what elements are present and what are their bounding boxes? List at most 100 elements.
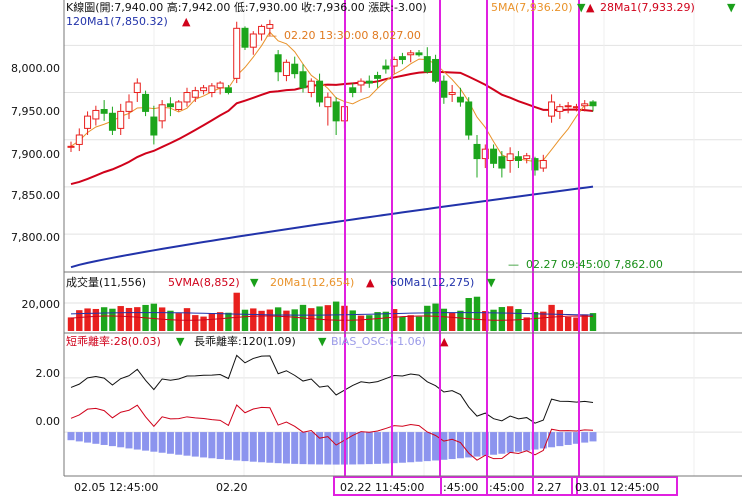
x-selection-label[interactable]: :45:00 <box>489 481 525 494</box>
candle <box>423 47 431 74</box>
bias-osc-bar <box>224 432 232 460</box>
volume-bar <box>589 313 597 331</box>
bias-osc-bar <box>67 432 75 441</box>
candlesticks <box>67 19 597 178</box>
bias-osc-bar <box>166 432 174 454</box>
short-bias-legend: 短乖離率:28(0.03) <box>66 335 161 348</box>
x-selection-label[interactable]: 03.01 12:45:00 <box>575 481 660 494</box>
candle-body <box>299 71 307 89</box>
candle <box>216 81 224 95</box>
volume-bar <box>117 306 124 331</box>
volume-bar <box>523 317 530 331</box>
bias-osc-bar <box>133 432 141 450</box>
volume-bar <box>473 296 481 331</box>
down-arrow-icon: ▼ <box>727 1 736 14</box>
volume-bar <box>308 308 315 331</box>
bias-osc-bar <box>365 432 373 465</box>
high-annotation: 02.20 13:30:00 8,027.00 <box>284 29 421 42</box>
candle-body <box>415 52 423 56</box>
candle <box>191 86 199 102</box>
candle <box>158 100 166 129</box>
selection-markers[interactable] <box>333 0 678 496</box>
candle <box>200 84 208 95</box>
candle-body <box>175 101 183 111</box>
ma120-path <box>70 185 594 269</box>
short-bias-path <box>70 404 594 461</box>
volume-bar <box>448 312 456 331</box>
bias-osc-bar <box>374 432 382 464</box>
bias-osc-bar <box>514 432 522 452</box>
volume-bar <box>100 307 108 331</box>
volume-title: 成交量(11,556) <box>66 276 147 289</box>
candle <box>183 87 191 107</box>
candle <box>258 24 266 41</box>
bias-osc-bar <box>84 432 92 443</box>
grid <box>63 0 742 476</box>
vma60-path <box>70 312 594 316</box>
bias-osc-bar <box>258 432 266 463</box>
candle <box>456 87 464 107</box>
candle <box>398 52 406 65</box>
down-arrow-icon: ▼ <box>250 276 259 289</box>
candle <box>299 64 307 93</box>
volume-bar <box>134 307 141 331</box>
candle <box>432 54 440 84</box>
x-tick-mid: 02.20 <box>216 481 248 494</box>
candle <box>233 21 241 84</box>
up-arrow-icon: ▲ <box>440 335 449 348</box>
candle-body <box>506 153 514 161</box>
volume-bar <box>84 308 91 331</box>
x-selection-label[interactable]: :45:00 <box>443 481 479 494</box>
candle <box>117 103 125 135</box>
down-arrow-icon: ▼ <box>176 335 185 348</box>
bias-osc-bar <box>332 432 340 465</box>
candle <box>166 97 174 117</box>
volume-bar <box>258 310 265 331</box>
volume-bar <box>366 315 373 331</box>
volume-bar <box>424 305 431 331</box>
volume-bar <box>175 313 182 331</box>
candle-body <box>291 63 299 75</box>
candle-body <box>382 65 390 70</box>
volume-bar <box>432 303 439 331</box>
volume-bar <box>540 311 547 331</box>
selection-line <box>439 0 441 476</box>
candle <box>142 90 150 117</box>
down-arrow-icon: ▼ <box>318 335 327 348</box>
volume-bar <box>415 316 423 331</box>
candle <box>332 97 340 135</box>
bias-osc-bar <box>241 432 249 462</box>
volume-bar <box>92 308 100 331</box>
candle <box>407 50 415 63</box>
volume-bar <box>266 309 274 331</box>
volume-bar <box>498 307 506 331</box>
candle-body <box>581 103 589 107</box>
x-selection-label[interactable]: 02.22 11:45:00 <box>340 481 425 494</box>
bias-osc-bar <box>564 432 572 445</box>
bias-osc-bar <box>498 432 506 454</box>
bias-osc-bar <box>589 432 597 442</box>
plot-area <box>64 0 741 476</box>
vma5-path <box>70 315 594 321</box>
candle-body <box>423 56 431 73</box>
low-annotation: 02.27 09:45:00 7,862.00 <box>526 258 663 271</box>
candle-body <box>241 27 249 48</box>
candle-body <box>490 148 498 164</box>
ma28-legend: 28Ma1(7,933.29) <box>600 1 695 14</box>
bias-osc-bar <box>175 432 183 455</box>
bias-osc-bar <box>556 432 564 447</box>
candle <box>473 135 481 178</box>
bias-osc-bar <box>108 432 116 447</box>
candle <box>556 103 564 119</box>
volume-bar <box>250 308 257 331</box>
x-selection-label[interactable]: 2.27 <box>537 481 562 494</box>
volume-bar <box>283 310 290 331</box>
volume-bar <box>374 312 381 331</box>
bias-osc-bar <box>200 432 208 458</box>
volume-bar <box>183 308 191 331</box>
candle-body <box>249 33 257 48</box>
selection-line <box>486 0 488 476</box>
volume-bar <box>390 309 398 331</box>
bias-tick: 0.00 <box>35 415 61 428</box>
bias-osc-bar <box>398 432 406 463</box>
